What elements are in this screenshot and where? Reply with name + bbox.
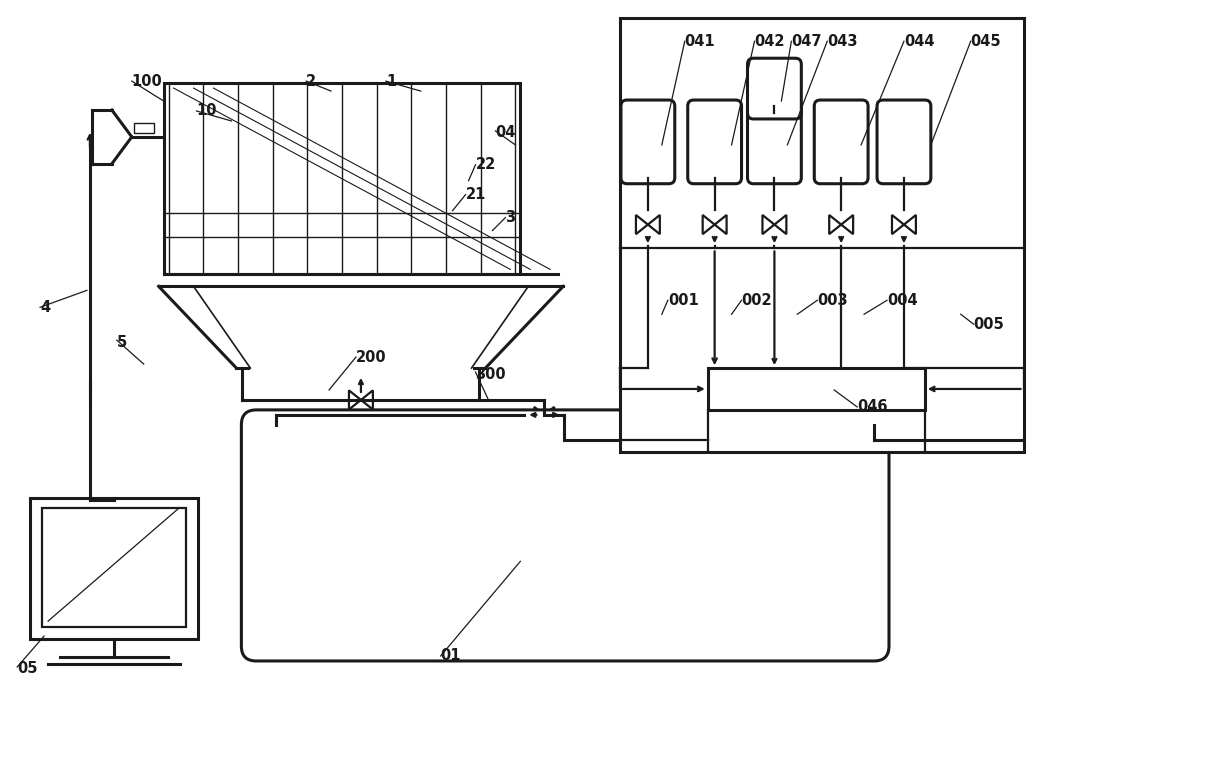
Text: 004: 004	[887, 293, 917, 308]
Text: 041: 041	[685, 34, 716, 49]
FancyBboxPatch shape	[242, 410, 889, 661]
Bar	[620, 18, 1023, 452]
FancyBboxPatch shape	[877, 100, 931, 184]
Bar	[707, 368, 925, 410]
Text: 01: 01	[441, 648, 462, 664]
FancyBboxPatch shape	[621, 100, 674, 184]
Bar	[31, 498, 198, 639]
Text: 002: 002	[742, 293, 772, 308]
Bar	[42, 507, 185, 627]
Text: 4: 4	[41, 299, 50, 315]
Bar	[134, 123, 154, 133]
Text: 200: 200	[356, 350, 387, 364]
Text: 045: 045	[970, 34, 1001, 49]
Text: 3: 3	[506, 210, 516, 225]
Text: 2: 2	[306, 74, 317, 88]
Text: 043: 043	[828, 34, 857, 49]
Text: 22: 22	[475, 157, 496, 172]
Text: 044: 044	[904, 34, 935, 49]
Text: 04: 04	[495, 126, 516, 140]
Text: 005: 005	[974, 317, 1005, 331]
Text: 05: 05	[17, 661, 38, 677]
Text: 042: 042	[754, 34, 785, 49]
FancyBboxPatch shape	[688, 100, 742, 184]
Text: 046: 046	[857, 399, 888, 415]
Text: 047: 047	[791, 34, 822, 49]
Text: 001: 001	[668, 293, 699, 308]
Text: 21: 21	[465, 187, 486, 202]
Text: 1: 1	[386, 74, 397, 88]
FancyBboxPatch shape	[748, 58, 802, 119]
Text: 300: 300	[475, 367, 506, 382]
Text: 100: 100	[131, 74, 162, 88]
FancyBboxPatch shape	[814, 100, 868, 184]
Bar	[163, 83, 521, 274]
Text: 003: 003	[818, 293, 847, 308]
Text: 10: 10	[196, 104, 217, 118]
Text: 5: 5	[117, 335, 126, 350]
FancyBboxPatch shape	[748, 100, 802, 184]
